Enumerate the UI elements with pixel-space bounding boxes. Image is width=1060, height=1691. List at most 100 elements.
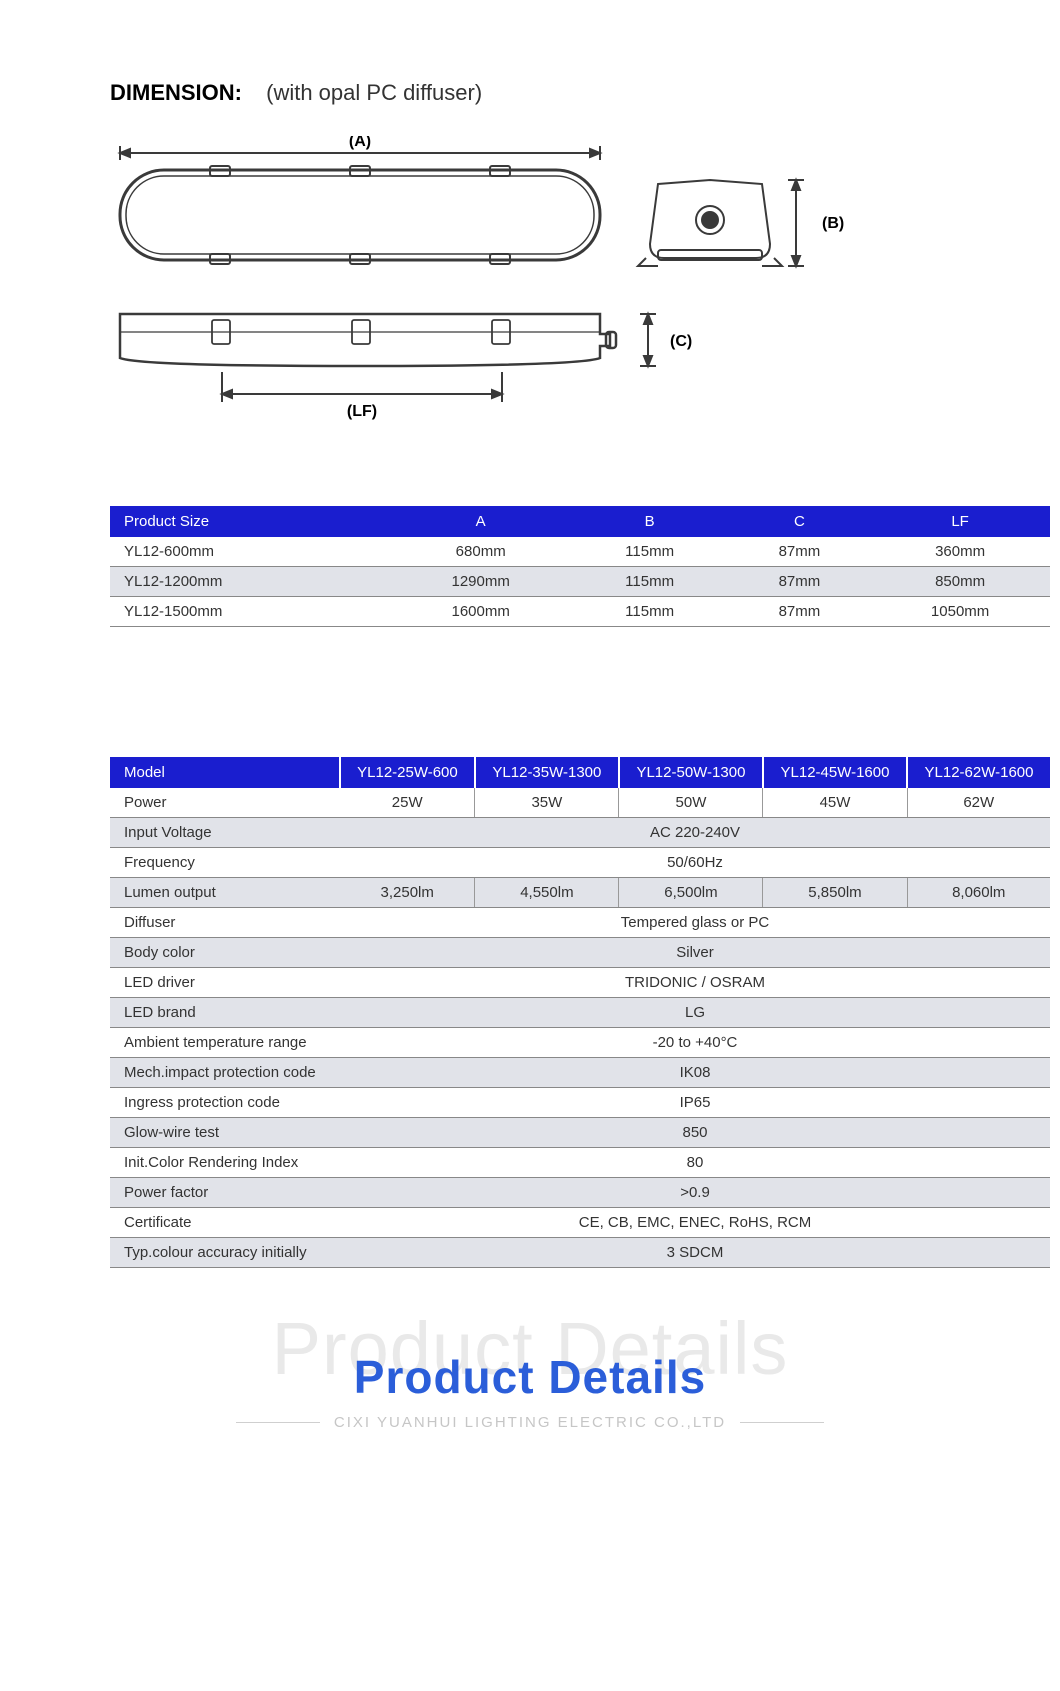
table-row: DiffuserTempered glass or PC: [110, 908, 1050, 938]
table-row: YL12-600mm680mm115mm87mm360mm: [110, 537, 1050, 567]
table-row: Body colorSilver: [110, 938, 1050, 968]
spec-table-header: YL12-50W-1300: [619, 757, 763, 788]
diagram-label-a: (A): [349, 136, 371, 150]
table-cell: IP65: [340, 1088, 1050, 1118]
table-cell: 115mm: [571, 537, 729, 567]
table-row: Glow-wire test850: [110, 1118, 1050, 1148]
table-cell: 3,250lm: [340, 878, 475, 908]
rule-right: [740, 1422, 824, 1423]
spec-table-header: YL12-45W-1600: [763, 757, 907, 788]
model-spec-table: ModelYL12-25W-600YL12-35W-1300YL12-50W-1…: [110, 757, 1050, 1268]
size-table-header: C: [729, 506, 871, 537]
dimension-diagram: (A): [110, 136, 1040, 446]
table-cell: 50W: [619, 788, 763, 818]
table-cell: LG: [340, 998, 1050, 1028]
spec-row-label: Power: [110, 788, 340, 818]
dimension-heading: DIMENSION: (with opal PC diffuser): [110, 80, 1040, 106]
table-row: Power factor>0.9: [110, 1178, 1050, 1208]
table-cell: 850mm: [870, 567, 1050, 597]
size-table-header: LF: [870, 506, 1050, 537]
spec-row-label: Input Voltage: [110, 818, 340, 848]
table-cell: -20 to +40°C: [340, 1028, 1050, 1058]
dimension-sublabel: (with opal PC diffuser): [266, 80, 482, 105]
rule-left: [236, 1422, 320, 1423]
spec-row-label: Mech.impact protection code: [110, 1058, 340, 1088]
table-row: Mech.impact protection codeIK08: [110, 1058, 1050, 1088]
table-cell: YL12-1500mm: [110, 597, 391, 627]
table-row: YL12-1500mm1600mm115mm87mm1050mm: [110, 597, 1050, 627]
size-table-header: B: [571, 506, 729, 537]
table-cell: 80: [340, 1148, 1050, 1178]
table-cell: 50/60Hz: [340, 848, 1050, 878]
table-cell: 115mm: [571, 567, 729, 597]
table-row: LED driverTRIDONIC / OSRAM: [110, 968, 1050, 998]
diagram-label-c: (C): [670, 333, 692, 350]
table-cell: >0.9: [340, 1178, 1050, 1208]
table-row: Ambient temperature range-20 to +40°C: [110, 1028, 1050, 1058]
table-cell: 4,550lm: [475, 878, 619, 908]
table-cell: 1600mm: [391, 597, 571, 627]
table-cell: IK08: [340, 1058, 1050, 1088]
spec-row-label: LED brand: [110, 998, 340, 1028]
spec-row-label: Init.Color Rendering Index: [110, 1148, 340, 1178]
table-cell: 5,850lm: [763, 878, 907, 908]
table-cell: YL12-1200mm: [110, 567, 391, 597]
spec-row-label: Glow-wire test: [110, 1118, 340, 1148]
table-cell: 850: [340, 1118, 1050, 1148]
table-cell: 87mm: [729, 567, 871, 597]
spec-row-label: Body color: [110, 938, 340, 968]
table-cell: 1290mm: [391, 567, 571, 597]
spec-row-label: Diffuser: [110, 908, 340, 938]
table-cell: 115mm: [571, 597, 729, 627]
table-row: Typ.colour accuracy initially3 SDCM: [110, 1238, 1050, 1268]
table-row: YL12-1200mm1290mm115mm87mm850mm: [110, 567, 1050, 597]
table-cell: YL12-600mm: [110, 537, 391, 567]
spec-row-label: Lumen output: [110, 878, 340, 908]
spec-row-label: LED driver: [110, 968, 340, 998]
footer-main-title: Product Details: [0, 1350, 1060, 1404]
size-table-header: Product Size: [110, 506, 391, 537]
table-cell: CE, CB, EMC, ENEC, RoHS, RCM: [340, 1208, 1050, 1238]
spec-row-label: Frequency: [110, 848, 340, 878]
dimension-label: DIMENSION:: [110, 80, 242, 105]
table-cell: 35W: [475, 788, 619, 818]
table-cell: 87mm: [729, 597, 871, 627]
table-cell: Silver: [340, 938, 1050, 968]
table-row: Input VoltageAC 220-240V: [110, 818, 1050, 848]
table-cell: 3 SDCM: [340, 1238, 1050, 1268]
size-table-header: A: [391, 506, 571, 537]
spec-table-header: YL12-25W-600: [340, 757, 475, 788]
table-row: Lumen output3,250lm4,550lm6,500lm5,850lm…: [110, 878, 1050, 908]
spec-row-label: Typ.colour accuracy initially: [110, 1238, 340, 1268]
diagram-label-lf: (LF): [347, 403, 377, 420]
spec-row-label: Certificate: [110, 1208, 340, 1238]
spec-table-header: YL12-35W-1300: [475, 757, 619, 788]
table-row: Init.Color Rendering Index80: [110, 1148, 1050, 1178]
table-row: Ingress protection codeIP65: [110, 1088, 1050, 1118]
spec-row-label: Ambient temperature range: [110, 1028, 340, 1058]
spec-table-header: YL12-62W-1600: [907, 757, 1050, 788]
spec-row-label: Power factor: [110, 1178, 340, 1208]
table-cell: 45W: [763, 788, 907, 818]
table-cell: 1050mm: [870, 597, 1050, 627]
product-size-table: Product SizeABCLF YL12-600mm680mm115mm87…: [110, 506, 1050, 627]
footer-company-text: CIXI YUANHUI LIGHTING ELECTRIC CO.,LTD: [334, 1414, 726, 1431]
section-footer: Product Details Product Details CIXI YUA…: [0, 1350, 1060, 1431]
table-cell: TRIDONIC / OSRAM: [340, 968, 1050, 998]
diagram-label-b: (B): [822, 215, 844, 232]
table-cell: 87mm: [729, 537, 871, 567]
table-cell: 6,500lm: [619, 878, 763, 908]
table-cell: 360mm: [870, 537, 1050, 567]
spec-table-header: Model: [110, 757, 340, 788]
table-cell: 25W: [340, 788, 475, 818]
footer-company-row: CIXI YUANHUI LIGHTING ELECTRIC CO.,LTD: [0, 1414, 1060, 1431]
table-row: LED brandLG: [110, 998, 1050, 1028]
table-row: Frequency50/60Hz: [110, 848, 1050, 878]
table-row: Power25W35W50W45W62W: [110, 788, 1050, 818]
table-cell: AC 220-240V: [340, 818, 1050, 848]
table-cell: 62W: [907, 788, 1050, 818]
table-cell: Tempered glass or PC: [340, 908, 1050, 938]
spec-row-label: Ingress protection code: [110, 1088, 340, 1118]
table-cell: 680mm: [391, 537, 571, 567]
table-cell: 8,060lm: [907, 878, 1050, 908]
